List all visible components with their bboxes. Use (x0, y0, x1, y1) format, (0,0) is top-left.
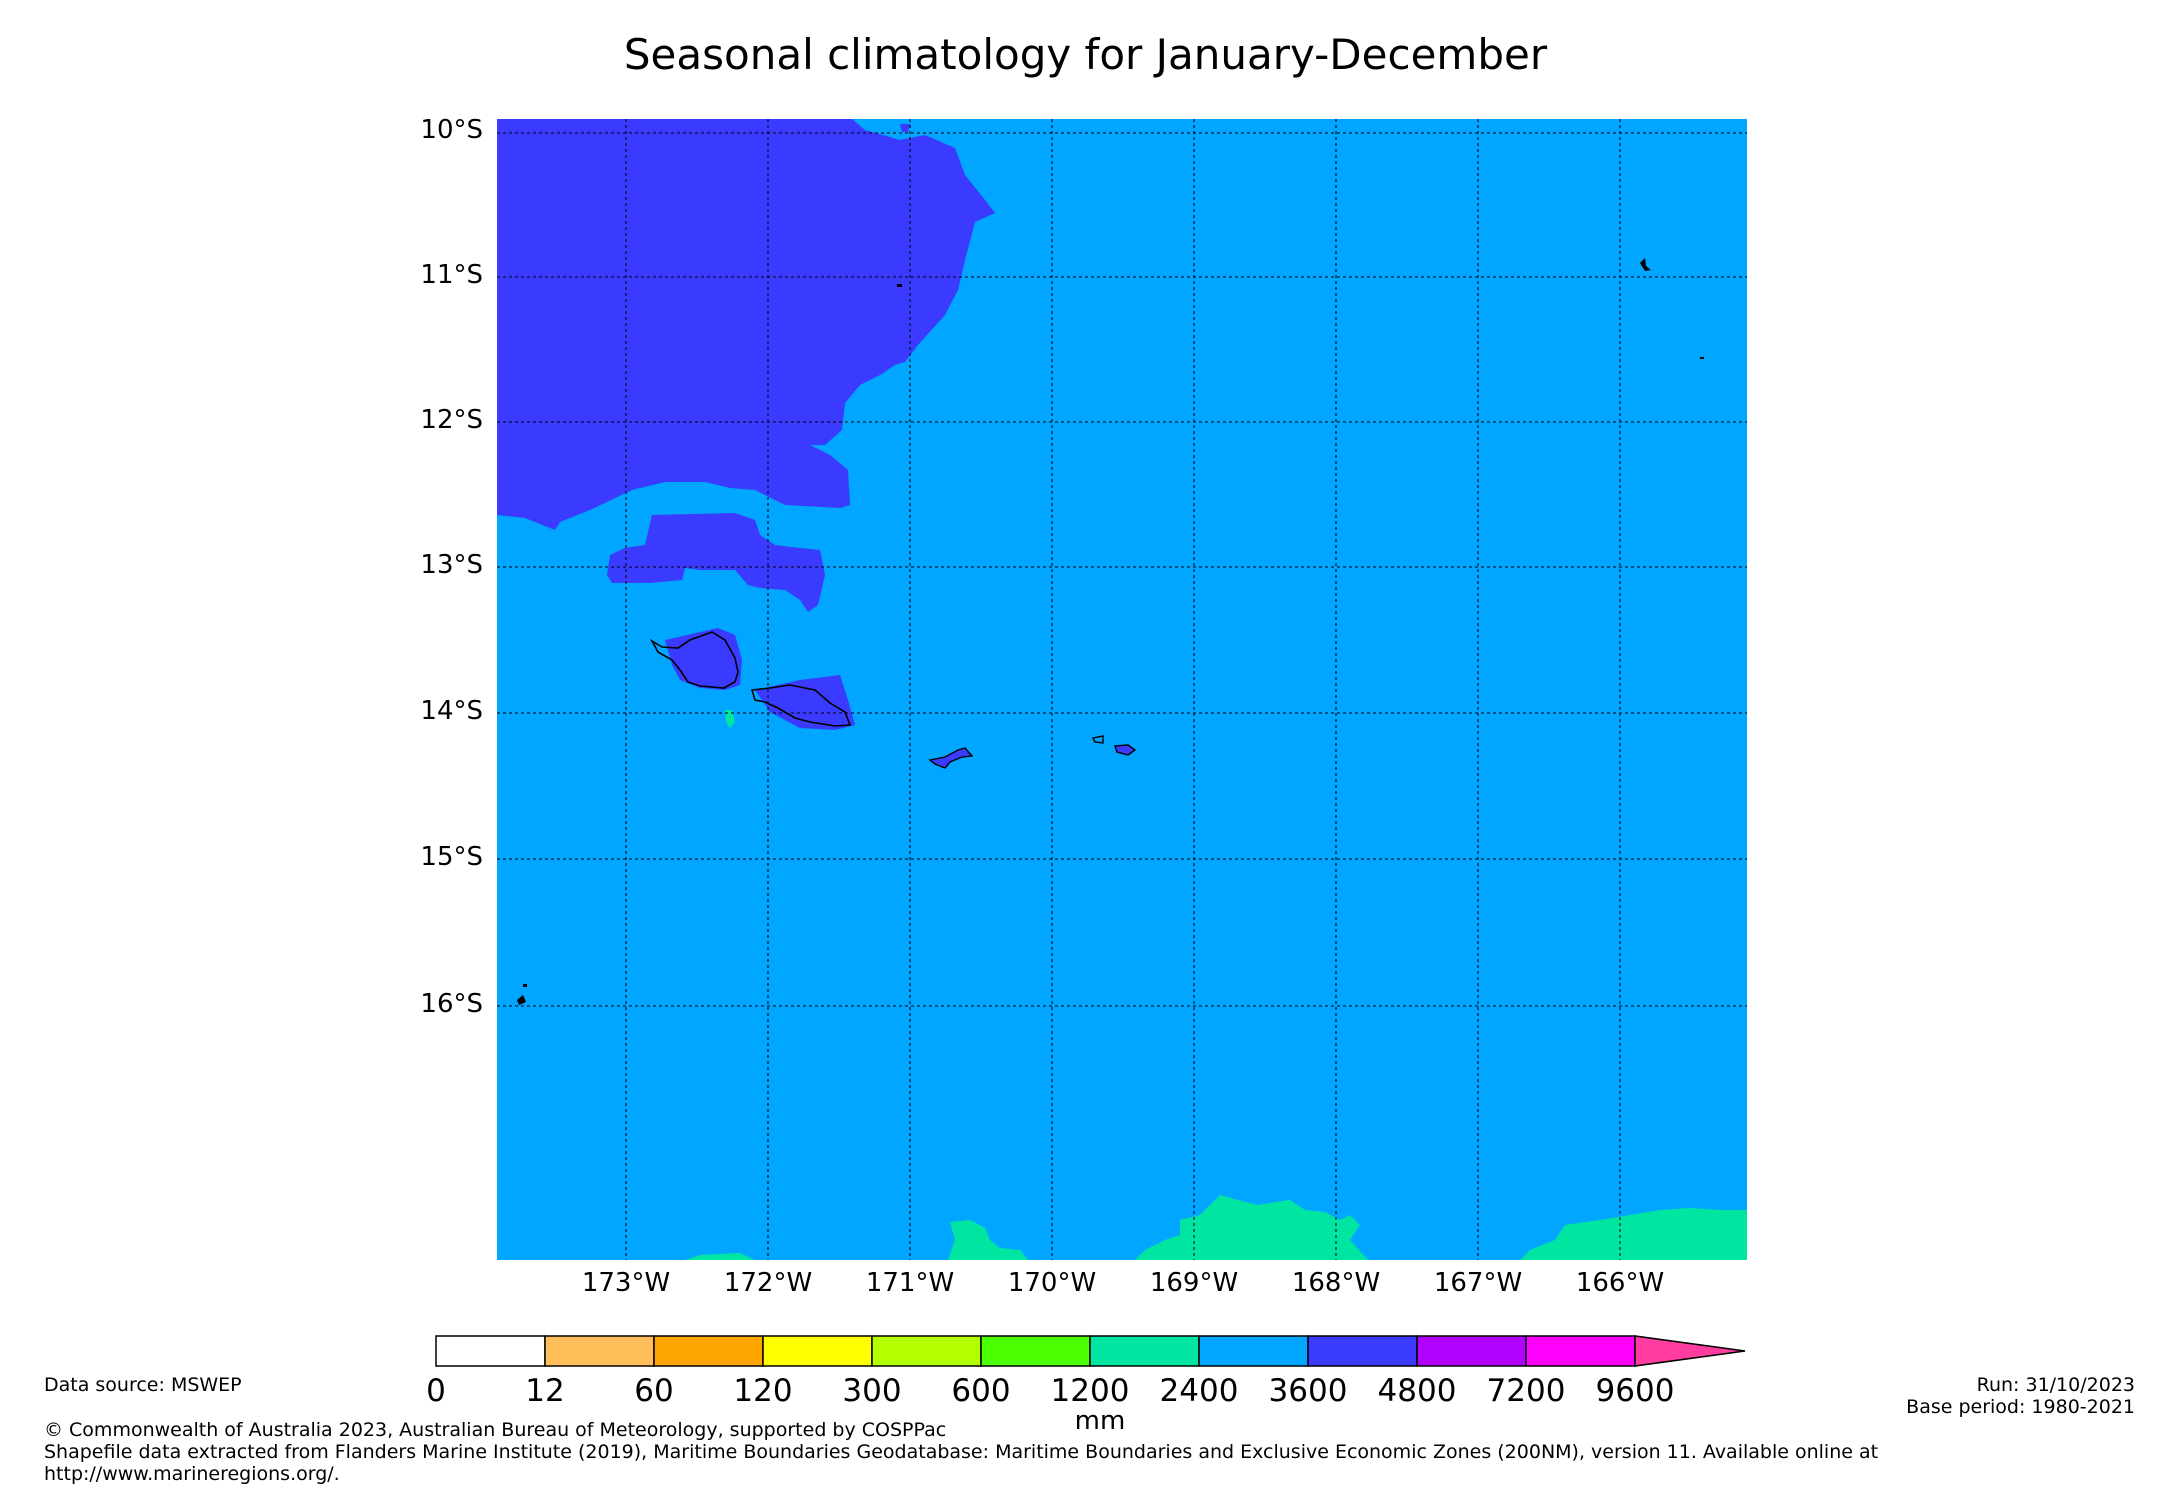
copyright-text: © Commonwealth of Australia 2023, Austra… (44, 1419, 947, 1441)
region-southern-band (1520, 1208, 1747, 1260)
lon-label: 171°W (865, 1268, 955, 1298)
colorbar-swatch (980, 1335, 1091, 1367)
colorbar-tick-label: 600 (951, 1373, 1011, 1409)
colorbar-swatch (1198, 1335, 1309, 1367)
colorbar-swatch (1307, 1335, 1418, 1367)
lat-label: 13°S (420, 550, 483, 580)
lon-label: 173°W (581, 1268, 671, 1298)
region-southern-band (1135, 1195, 1368, 1260)
shapefile-text: Shapefile data extracted from Flanders M… (44, 1441, 1879, 1463)
lat-label: 10°S (420, 115, 483, 145)
colorbar-swatch (544, 1335, 655, 1367)
lat-label: 15°S (420, 842, 483, 872)
colorbar-tick-label: 3600 (1268, 1373, 1348, 1409)
region-southern-band (685, 1253, 755, 1260)
lon-label: 168°W (1291, 1268, 1381, 1298)
map-title: Seasonal climatology for January-Decembe… (623, 30, 1548, 79)
upolu-outline (750, 684, 852, 727)
lon-label: 167°W (1433, 1268, 1523, 1298)
atoll-1 (897, 284, 902, 287)
colorbar-swatch (435, 1335, 546, 1367)
colorbar-tick-label: 60 (634, 1373, 674, 1409)
region-north-west (497, 119, 995, 530)
colorbar-tick-label: 300 (842, 1373, 902, 1409)
colorbar-swatch (1089, 1335, 1200, 1367)
base-period: Base period: 1980-2021 (1906, 1396, 2135, 1418)
colorbar-units: mm (1074, 1406, 1126, 1436)
savaii-outline (649, 631, 739, 689)
colorbar-swatch (871, 1335, 982, 1367)
colorbar-swatch (653, 1335, 764, 1367)
colorbar-tick-label: 7200 (1486, 1373, 1566, 1409)
lat-label: 16°S (420, 989, 483, 1019)
colorbar-tick-label: 120 (733, 1373, 793, 1409)
region-central-patch (607, 513, 825, 612)
manua-outline-1 (1091, 735, 1104, 744)
region-southern-band (948, 1220, 1028, 1260)
run-info: Run: 31/10/2023 Base period: 1980-2021 (1906, 1374, 2135, 1418)
credits: © Commonwealth of Australia 2023, Austra… (44, 1419, 1878, 1485)
lon-label: 170°W (1007, 1268, 1097, 1298)
colorbar (435, 1335, 1746, 1367)
marineregions-url[interactable]: http://www.marineregions.org/. (44, 1463, 340, 1485)
data-source: Data source: MSWEP (44, 1374, 242, 1396)
colorbar-swatch (762, 1335, 873, 1367)
manua-outline-2 (1114, 744, 1137, 756)
region-north-west-dot (900, 124, 910, 132)
graticule (497, 119, 1747, 1260)
colorbar-tick-label: 2400 (1159, 1373, 1239, 1409)
colorbar-tick-label: 4800 (1377, 1373, 1457, 1409)
colorbar-tick-label: 1200 (1050, 1373, 1130, 1409)
region-upolu (755, 675, 855, 730)
atoll-4 (517, 995, 526, 1005)
colorbar-tick-label: 9600 (1595, 1373, 1675, 1409)
colorbar-swatch (1416, 1335, 1527, 1367)
colorbar-tick-label: 12 (525, 1373, 565, 1409)
lat-label: 14°S (420, 696, 483, 726)
colorbar-swatch (1525, 1335, 1636, 1367)
small-islet (725, 710, 735, 728)
atoll-5 (523, 984, 527, 987)
lat-label: 11°S (420, 260, 483, 290)
tutuila-outline (928, 747, 974, 769)
run-date: Run: 31/10/2023 (1976, 1374, 2135, 1396)
atoll-2 (1640, 258, 1651, 271)
colorbar-tick-label: 0 (426, 1373, 446, 1409)
atoll-3 (1700, 357, 1704, 359)
lon-label: 172°W (723, 1268, 813, 1298)
lon-label: 166°W (1575, 1268, 1665, 1298)
colorbar-extend-arrow (1634, 1335, 1746, 1367)
lon-label: 169°W (1149, 1268, 1239, 1298)
lat-label: 12°S (420, 405, 483, 435)
